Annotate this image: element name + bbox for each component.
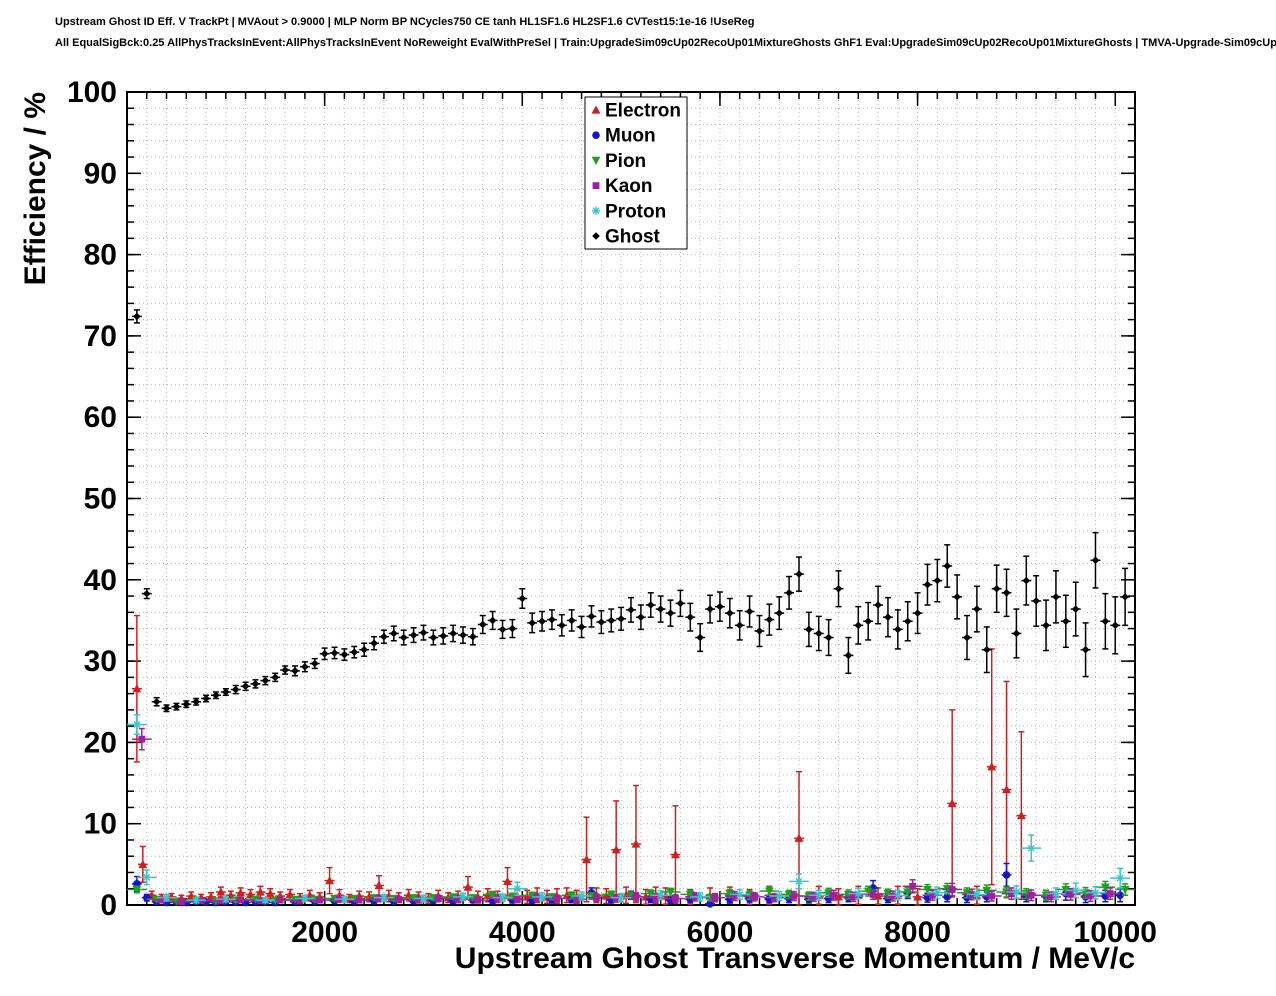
legend-label: Electron [605, 101, 681, 122]
y-tick-label: 90 [84, 157, 117, 190]
y-tick-label: 100 [67, 76, 117, 109]
y-axis-title: Efficiency / % [19, 92, 52, 285]
y-tick-label: 80 [84, 239, 117, 272]
legend-label: Ghost [605, 227, 661, 248]
y-tick-label: 20 [84, 726, 117, 759]
plot-title-line2: All EqualSigBck:0.25 AllPhysTracksInEven… [55, 37, 1276, 49]
legend-box [584, 96, 688, 250]
legend-label: Kaon [605, 176, 653, 197]
y-tick-label: 70 [84, 320, 117, 353]
x-tick-label: 8000 [884, 916, 951, 949]
y-tick-label: 30 [84, 645, 117, 678]
series-ghost [131, 309, 1131, 713]
plot-title-line1: Upstream Ghost ID Eff. V TrackPt | MVAou… [55, 16, 755, 28]
legend: Electron Muon Pion Kaon Proton Ghost [584, 96, 688, 250]
legend-label: Muon [605, 126, 656, 147]
series-electron [131, 614, 1027, 906]
x-tick-label: 4000 [489, 916, 556, 949]
x-tick-label: 10000 [1074, 916, 1157, 949]
series-kaon [131, 727, 1121, 906]
y-tick-label: 10 [84, 808, 117, 841]
series-proton [127, 714, 1131, 905]
x-axis-title: Upstream Ghost Transverse Momentum / MeV… [455, 942, 1135, 975]
y-tick-label: 50 [84, 483, 117, 516]
y-tick-label: 40 [84, 564, 117, 597]
x-tick-label: 2000 [291, 916, 358, 949]
legend-label: Pion [605, 151, 646, 172]
x-tick-label: 6000 [687, 916, 754, 949]
y-tick-label: 60 [84, 401, 117, 434]
legend-label: Proton [605, 201, 666, 222]
y-tick-label: 0 [100, 889, 117, 922]
